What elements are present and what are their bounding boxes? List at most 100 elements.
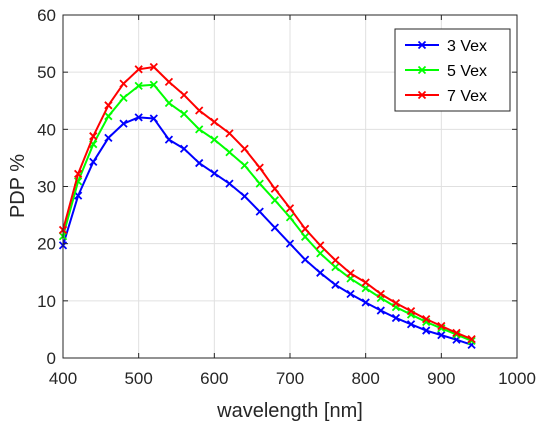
series-line — [62, 116, 472, 346]
data-point — [331, 280, 340, 289]
data-point — [422, 326, 431, 335]
legend-marker — [417, 90, 427, 100]
data-point — [300, 224, 310, 233]
data-point — [331, 256, 340, 265]
data-point — [316, 241, 325, 250]
legend-marker — [417, 65, 427, 75]
x-tick-label: 700 — [276, 369, 304, 388]
data-point — [300, 255, 310, 264]
data-point — [240, 161, 249, 170]
y-tick-label: 60 — [37, 6, 56, 25]
data-point — [164, 77, 174, 87]
data-point — [195, 106, 204, 115]
data-point — [452, 328, 461, 337]
data-point — [179, 90, 189, 100]
y-axis-label: PDP % — [7, 154, 29, 218]
data-point — [406, 306, 416, 316]
data-point — [134, 113, 143, 122]
data-point — [346, 289, 355, 299]
data-point — [119, 79, 128, 88]
data-point — [285, 213, 295, 222]
data-point — [179, 144, 189, 153]
y-tick-label: 0 — [47, 349, 56, 368]
data-point — [422, 314, 431, 324]
data-point — [225, 148, 234, 157]
data-point — [255, 179, 264, 188]
y-tick-label: 20 — [37, 235, 56, 254]
data-point — [467, 334, 476, 344]
data-point — [104, 101, 113, 110]
data-point — [255, 163, 264, 172]
data-point — [89, 132, 98, 141]
data-point — [361, 278, 370, 287]
data-point — [164, 135, 174, 144]
data-point — [195, 158, 204, 168]
data-point — [179, 109, 189, 119]
data-point — [240, 192, 249, 201]
y-tick-label: 50 — [37, 63, 56, 82]
data-point — [391, 298, 401, 308]
data-point — [134, 81, 143, 91]
x-tick-label: 400 — [49, 369, 77, 388]
series-3-vex — [58, 113, 476, 349]
x-axis-label: wavelength [nm] — [216, 400, 363, 422]
data-point — [149, 80, 158, 89]
data-point — [119, 93, 128, 103]
x-tick-label: 500 — [124, 369, 152, 388]
legend-label: 5 Vex — [447, 63, 487, 80]
data-point — [164, 98, 174, 108]
tick-layer: 400 500 600 700 800 900 1000 0 10 20 30 40 50 60 — [37, 6, 536, 388]
data-point — [406, 320, 416, 329]
data-point — [255, 207, 264, 216]
x-tick-label: 1000 — [498, 369, 536, 388]
y-tick-label: 40 — [37, 120, 56, 139]
data-point — [73, 169, 83, 179]
series-7-vex — [58, 62, 476, 344]
y-tick-label: 10 — [37, 292, 56, 311]
series-layer — [58, 62, 476, 349]
series-line — [62, 83, 472, 342]
data-point — [331, 262, 340, 272]
data-point — [210, 135, 219, 144]
data-point — [134, 65, 143, 74]
data-point — [104, 112, 113, 121]
data-point — [210, 169, 219, 178]
x-tick-label: 900 — [427, 369, 455, 388]
legend-label: 7 Vex — [447, 88, 487, 105]
data-point — [346, 269, 355, 278]
data-point — [437, 330, 446, 340]
data-point — [361, 298, 370, 307]
data-point — [316, 249, 325, 258]
data-point — [285, 204, 295, 213]
data-point — [225, 129, 234, 138]
data-point — [195, 125, 204, 134]
data-point — [119, 119, 128, 128]
data-point — [104, 133, 113, 143]
data-point — [225, 179, 234, 188]
data-point — [270, 196, 280, 205]
data-point — [210, 117, 219, 127]
x-tick-label: 800 — [351, 369, 379, 388]
y-tick-label: 30 — [37, 178, 56, 197]
data-point — [376, 289, 385, 299]
data-point — [89, 157, 98, 167]
legend: 3 Vex 5 Vex 7 Vex — [394, 28, 511, 112]
legend-item: 7 Vex — [405, 88, 487, 105]
data-point — [391, 313, 401, 323]
legend-label: 3 Vex — [447, 38, 487, 55]
data-point — [149, 62, 158, 72]
data-point — [270, 184, 280, 193]
data-point — [285, 239, 295, 248]
series-line — [62, 66, 472, 341]
data-point — [300, 232, 310, 241]
data-point — [270, 223, 280, 232]
legend-marker — [417, 40, 427, 50]
data-point — [437, 321, 446, 331]
data-point — [240, 144, 249, 153]
legend-item: 3 Vex — [405, 38, 487, 55]
legend-item: 5 Vex — [405, 63, 487, 80]
data-point — [376, 306, 385, 315]
data-point — [149, 114, 158, 123]
data-point — [316, 268, 325, 277]
